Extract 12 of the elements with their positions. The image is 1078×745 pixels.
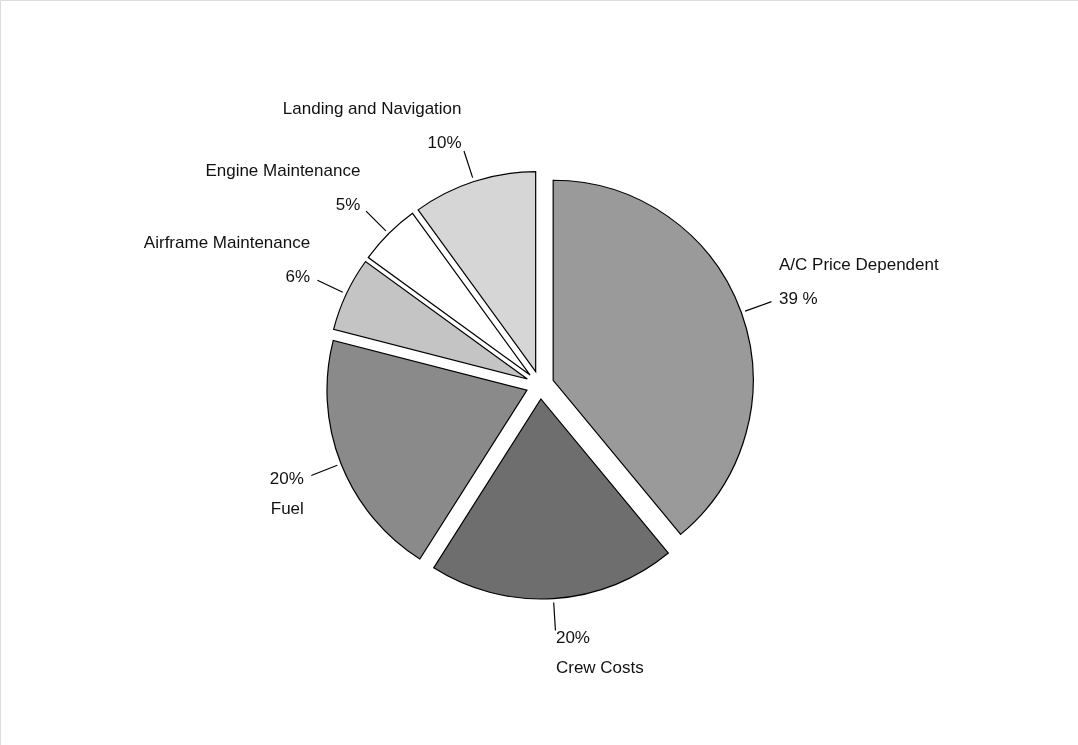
- slice-label: Engine Maintenance: [205, 161, 361, 181]
- data-label: 5%: [335, 195, 361, 215]
- slice-label: Airframe Maintenance: [143, 232, 311, 252]
- data-label: 20%: [555, 628, 590, 648]
- slice-label: Landing and Navigation: [282, 99, 462, 119]
- slice-label: Crew Costs: [555, 658, 644, 678]
- slice-label: Fuel: [270, 498, 304, 518]
- data-label: 10%: [427, 133, 462, 153]
- data-label: 39 %: [778, 288, 818, 308]
- slice-label: A/C Price Dependent: [778, 254, 939, 274]
- data-label: 20%: [269, 468, 304, 488]
- data-label: 6%: [285, 266, 311, 286]
